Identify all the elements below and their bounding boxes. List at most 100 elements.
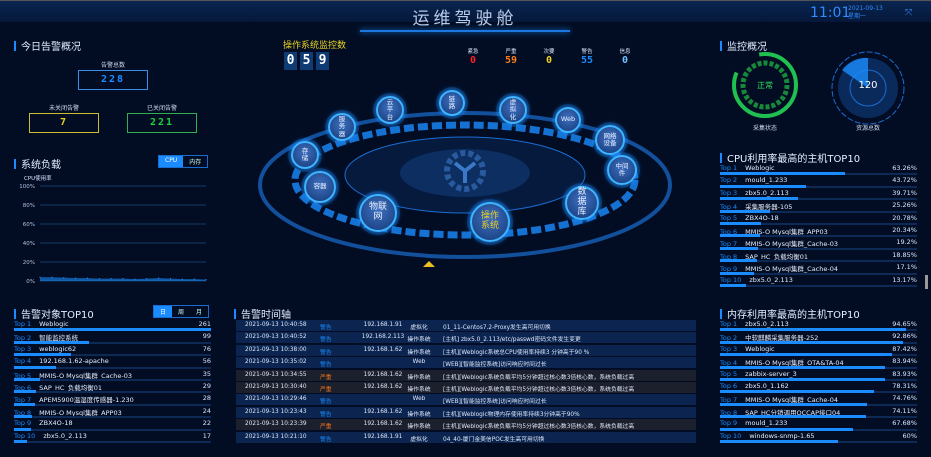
list-item[interactable]: Top 4 192.168.1.62-apache 56 [14,357,211,369]
list-item[interactable]: Top 4 MMIS-O Mysql集群_OTA&TA-04 83.94% [720,357,917,369]
total-label: 告警总数 [100,62,125,69]
scrollbar[interactable] [925,275,928,289]
rank: Top 1 [14,320,32,328]
load-tabs: CPU 内存 [158,155,209,168]
list-item[interactable]: Top 2 智能监控系统 99 [14,332,211,344]
rank: Top 6 [720,227,738,236]
timeline-row[interactable]: 2021-09-13 10:29:46 警告 Web [WEB][智能监控系统]访问响… [236,394,696,406]
category-node[interactable]: 存储 [291,141,319,169]
list-item[interactable]: Top 1 Weblogic 63.26% [720,164,917,176]
category-node[interactable]: 链路 [439,90,465,116]
bar-track [14,416,211,419]
timeline-row[interactable]: 2021-09-13 10:21:10 警告 192.168.1.91 虚拟化 04_4… [236,431,696,443]
bar-fill [720,427,854,431]
list-item[interactable]: Top 7 APEM5900温湿度传感器-1.230 28 [14,394,211,406]
list-item[interactable]: Top 8 SAP_HC_负载均衡01 18.85% [720,251,917,263]
alarm-level: 警告 [320,349,332,356]
bar-fill [14,340,89,344]
list-item[interactable]: Top 6 zbx5.0_1.162 78.31% [720,382,917,394]
item-name: SAP_HC_负载均衡01 [745,252,808,261]
rank: Top 7 [720,396,738,405]
category-node[interactable]: 物联网 [359,194,397,232]
gear-logo-icon [444,150,486,192]
item-value: 74.11% [892,406,917,415]
list-item[interactable]: Top 6 SAP_HC_负载均衡01 29 [14,382,211,394]
category-node[interactable]: 中间件 [607,155,637,185]
bar-track [720,210,917,213]
list-item[interactable]: Top 5 MMIS-O Mysql集群_Cache-03 35 [14,370,211,382]
item-name: Weblogic [745,164,775,172]
timeline-row[interactable]: 2021-09-13 10:23:39 严重 192.168.1.62 操作系统 [主机… [236,419,696,431]
category-node[interactable]: 操作系统 [470,202,510,242]
list-item[interactable]: Top 3 Weblogic 87.42% [720,345,917,357]
item-value: 18.85% [892,250,917,259]
rank: Top 5 [720,369,738,378]
bar-track [14,428,211,431]
bar-fill [720,402,868,406]
category-node[interactable]: 网络设备 [595,125,625,155]
list-item[interactable]: Top 5 ZBX4O-18 20.78% [720,214,917,226]
category-node[interactable]: 云平台 [376,96,404,124]
timeline-row[interactable]: 2021-09-13 10:34:55 严重 192.168.1.62 操作系统 [主机… [236,369,696,381]
timeline-row[interactable]: 2021-09-13 10:38:00 警告 192.168.1.62 操作系统 [主机… [236,344,696,356]
timeline-row[interactable]: 2021-09-13 10:40:52 警告 192.168.2.113 操作系统 [主… [236,332,696,344]
list-item[interactable]: Top 3 zbx5.0_2.113 39.71% [720,189,917,201]
bar-track [720,272,917,275]
list-item[interactable]: Top 2 中软麒麟采集服务器-252 92.86% [720,332,917,344]
list-item[interactable]: Top 10 zbx5.0_2.113 17 [14,432,211,444]
alarm-ip: 192.168.2.113 [361,334,405,341]
rank: Top 3 [14,344,32,353]
category-node[interactable]: 虚拟化 [499,96,527,124]
alarm-message: [主机][Weblogic系统负载平均5分钟超过核心数3倍核心数，系统负载过高 [443,424,635,431]
list-item[interactable]: Top 10 zbx5.0_2.113 13.17% [720,276,917,288]
tab-day[interactable]: 日 [154,306,173,317]
closed-count: 221 [127,113,197,133]
y-tick-label: 0% [26,279,35,285]
category-node[interactable]: Web [555,107,581,133]
bar-track [720,185,917,188]
bar-track [14,403,211,406]
list-item[interactable]: Top 5 zabbix-server_3 83.93% [720,370,917,382]
list-item[interactable]: Top 8 SAP_HC分销调用OCCAP接口04 74.11% [720,407,917,419]
list-item[interactable]: Top 4 采集服务器-105 25.26% [720,201,917,213]
tab-month[interactable]: 月 [196,309,203,316]
timeline-row[interactable]: 2021-09-13 10:35:02 警告 Web [WEB][智能监控系统]访问响… [236,357,696,369]
category-node[interactable]: 容器 [304,171,336,203]
list-item[interactable]: Top 1 Weblogic 261 [14,320,211,332]
item-name: windows-snmp-1.65 [749,431,815,440]
timeline-row[interactable]: 2021-09-13 10:23:43 警告 192.168.1.62 操作系统 [主机… [236,406,696,418]
digit: 9 [316,52,329,70]
alarm-level: 警告 [320,411,332,418]
tab-memory[interactable]: 内存 [189,159,202,166]
item-name: 智能监控系统 [39,334,79,343]
item-name: zbx5.0_2.113 [749,275,793,284]
list-item[interactable]: Top 9 mould_1.233 67.68% [720,419,917,431]
list-item[interactable]: Top 10 windows-snmp-1.65 60% [720,432,917,444]
data-point [63,277,65,279]
alarm-time: 2021-09-13 10:23:39 [245,421,307,428]
list-item[interactable]: Top 1 zbx5.0_2.113 94.65% [720,320,917,332]
period-tabs: 日周 月 [153,305,210,318]
expand-icon[interactable]: ⤧ [905,8,913,18]
tab-week[interactable]: 周 [178,309,185,316]
category-node[interactable]: 数据库 [565,186,599,220]
bar-fill [14,427,31,431]
list-item[interactable]: Top 2 mould_1.233 43.72% [720,176,917,188]
bar-track [14,391,211,394]
category-node[interactable]: 服务器 [328,113,356,141]
list-item[interactable]: Top 9 ZBX4O-18 22 [14,419,211,431]
list-item[interactable]: Top 8 MMIS-O Mysql集群_APP03 24 [14,407,211,419]
tab-cpu[interactable]: CPU [159,156,184,167]
header-bar [0,0,931,22]
list-item[interactable]: Top 9 MMIS-O Mysql集群_Cache-04 17.1% [720,263,917,275]
list-item[interactable]: Top 7 MMIS-O Mysql集群_Cache-04 74.76% [720,394,917,406]
data-point [146,278,148,280]
timeline-row[interactable]: 2021-09-13 10:40:58 警告 192.168.1.91 虚拟化 01_1… [236,320,696,331]
rank: Top 4 [720,359,738,368]
timeline-row[interactable]: 2021-09-13 10:30:40 严重 192.168.1.62 操作系统 [主机… [236,382,696,393]
item-name: MMIS-O Mysql集群_APP03 [39,408,122,417]
alarm-message: 04_40-厦门金美信POC发生高可用切换 [443,436,545,443]
list-item[interactable]: Top 3 weblogic62 76 [14,345,211,357]
list-item[interactable]: Top 6 MMIS-O Mysql集群_APP03 20.34% [720,226,917,238]
list-item[interactable]: Top 7 MMIS-O Mysql集群_Cache-03 19.2% [720,238,917,250]
